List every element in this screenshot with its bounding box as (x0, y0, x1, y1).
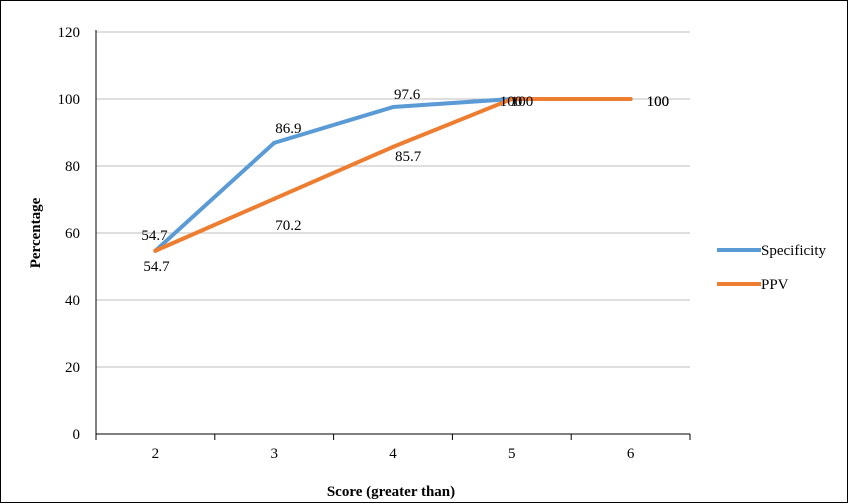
data-point-specificity (391, 105, 395, 110)
gridlines (96, 31, 690, 368)
data-point-specificity (272, 140, 277, 145)
y-tick-label: 0 (73, 427, 81, 443)
data-label-ppv: 100 (647, 94, 670, 110)
data-point-ppv (628, 97, 633, 101)
legend-label-ppv: PPV (761, 277, 789, 293)
y-tick-label: 100 (58, 92, 81, 108)
series (153, 97, 633, 253)
y-tick-label: 60 (65, 226, 80, 242)
axes (95, 30, 691, 440)
data-label-specificity: 100 (500, 94, 523, 110)
y-tick-label: 120 (58, 25, 81, 41)
series-line-specificity (153, 97, 633, 253)
data-label-ppv: 54.7 (143, 259, 170, 275)
x-tick-label: 4 (389, 446, 397, 462)
legend-label-specificity: Specificity (761, 243, 826, 259)
data-label-ppv: 85.7 (395, 149, 422, 165)
data-point-ppv (509, 97, 514, 101)
data-label-specificity: 97.6 (394, 87, 421, 103)
x-axis-title: Score (greater than) (327, 484, 455, 500)
x-tick-label: 2 (152, 446, 160, 462)
data-point-ppv (272, 196, 277, 201)
data-label-specificity: 100 (647, 94, 670, 110)
y-tick-label: 80 (65, 159, 80, 175)
data-label-specificity: 86.9 (275, 121, 301, 137)
tick-labels: 0 20 40 60 80 100 120 2 3 4 5 6 (58, 25, 635, 462)
data-point-ppv (153, 248, 158, 253)
x-tick-label: 3 (270, 446, 278, 462)
data-point-ppv (391, 144, 395, 149)
data-label-specificity: 54.7 (141, 228, 168, 244)
x-tick-label: 6 (627, 446, 635, 462)
legend: Specificity PPV (717, 243, 826, 293)
data-label-ppv: 70.2 (275, 218, 301, 234)
y-tick-label: 20 (65, 360, 80, 376)
y-axis-title: Percentage (28, 197, 44, 268)
series-line-ppv (153, 97, 633, 253)
x-tick-label: 5 (508, 446, 516, 462)
data-label-ppv: 100 (511, 94, 534, 110)
y-tick-label: 40 (65, 293, 80, 309)
